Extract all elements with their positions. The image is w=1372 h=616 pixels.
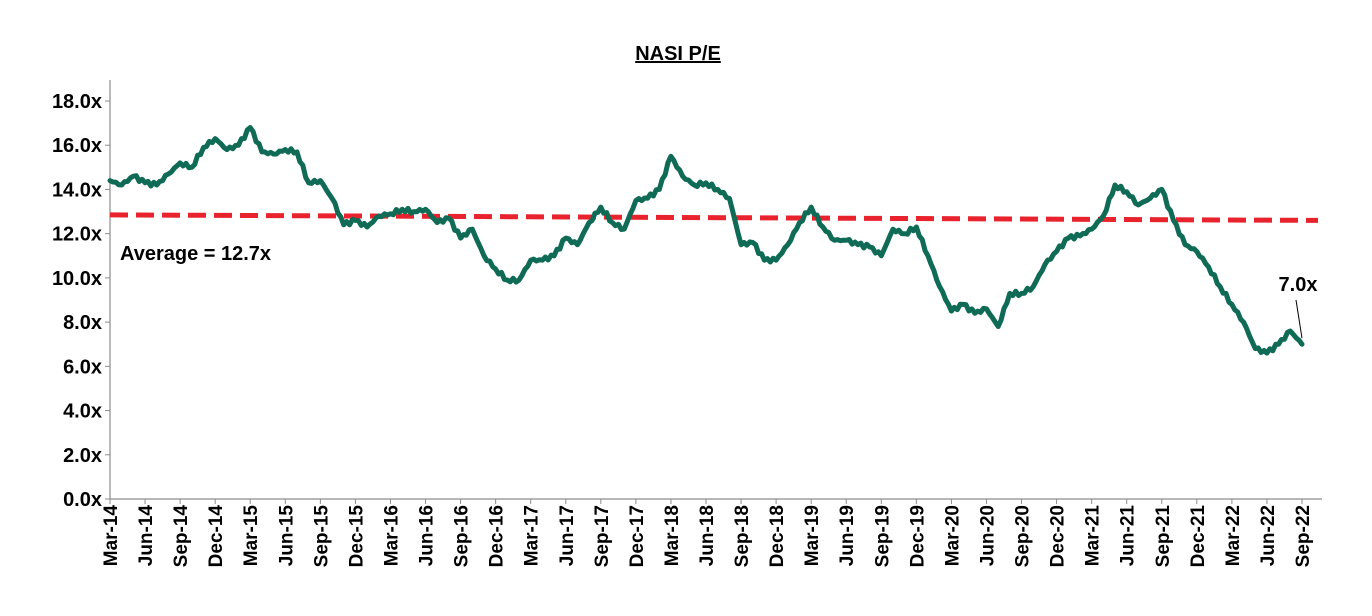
x-tick-label: Sep-16 xyxy=(452,505,473,567)
x-tick-label: Dec-17 xyxy=(627,505,648,567)
x-tick-label: Dec-18 xyxy=(767,505,788,567)
x-tick-label: Jun-18 xyxy=(697,505,718,566)
x-tick-label: Sep-15 xyxy=(311,505,332,568)
x-tick-label: Mar-20 xyxy=(942,505,963,566)
x-tick-label: Dec-14 xyxy=(206,505,227,568)
x-tick-label: Sep-22 xyxy=(1293,505,1314,567)
y-tick-label: 10.0x xyxy=(52,268,102,290)
x-tick-label: Jun-16 xyxy=(417,505,438,566)
x-tick-label: Mar-21 xyxy=(1083,505,1104,567)
y-tick-label: 8.0x xyxy=(63,312,102,334)
y-tick-label: 2.0x xyxy=(63,445,102,467)
x-tick-label: Jun-17 xyxy=(557,505,578,566)
y-tick-label: 0.0x xyxy=(63,489,102,511)
x-tick-label: Mar-14 xyxy=(101,505,122,567)
x-tick-label: Mar-18 xyxy=(662,505,683,566)
x-tick-label: Sep-19 xyxy=(872,505,893,567)
x-tick-label: Sep-17 xyxy=(592,505,613,567)
x-tick-label: Dec-21 xyxy=(1188,505,1209,568)
x-tick-labels: Mar-14 Jun-14 Sep-14 Dec-14 Mar-15 Jun-15 Sep-… xyxy=(101,499,1314,567)
average-label: Average = 12.7x xyxy=(120,243,271,265)
y-tick-label: 16.0x xyxy=(52,135,102,157)
x-tick-label: Jun-14 xyxy=(136,505,157,567)
x-tick-label: Dec-20 xyxy=(1048,505,1069,567)
last-value-leader-line xyxy=(1295,299,1303,339)
average-reference-line xyxy=(109,212,1319,223)
chart-title: NASI P/E xyxy=(635,43,721,65)
x-tick-label: Sep-21 xyxy=(1153,505,1174,568)
y-tick-label: 12.0x xyxy=(52,224,102,246)
x-tick-label: Jun-22 xyxy=(1258,505,1279,566)
x-tick-label: Mar-17 xyxy=(522,505,543,566)
x-tick-label: Dec-15 xyxy=(346,505,367,568)
x-tick-label: Jun-15 xyxy=(276,505,297,567)
y-tick-label: 4.0x xyxy=(63,401,102,423)
y-tick-label: 6.0x xyxy=(63,356,102,378)
series-line-nasi-pe xyxy=(107,125,1305,356)
x-tick-label: Dec-16 xyxy=(487,505,508,567)
last-value-label: 7.0x xyxy=(1279,274,1318,296)
x-tick-label: Jun-20 xyxy=(977,505,998,566)
x-tick-label: Mar-16 xyxy=(381,505,402,566)
x-tick-label: Jun-21 xyxy=(1118,505,1139,567)
x-tick-label: Mar-22 xyxy=(1223,505,1244,566)
x-tick-label: Sep-18 xyxy=(732,505,753,567)
x-tick-label: Sep-20 xyxy=(1013,505,1034,567)
x-tick-label: Mar-15 xyxy=(241,505,262,567)
y-tick-label: 14.0x xyxy=(52,179,102,201)
x-tick-label: Dec-19 xyxy=(907,505,928,567)
y-tick-labels: 0.0x 2.0x 4.0x 6.0x 8.0x 10.0x 12.0x 14.0x 16.0x… xyxy=(52,91,110,511)
x-tick-label: Sep-14 xyxy=(171,505,192,568)
x-tick-label: Mar-19 xyxy=(802,505,823,566)
y-tick-label: 18.0x xyxy=(52,91,102,113)
x-tick-label: Jun-19 xyxy=(837,505,858,566)
